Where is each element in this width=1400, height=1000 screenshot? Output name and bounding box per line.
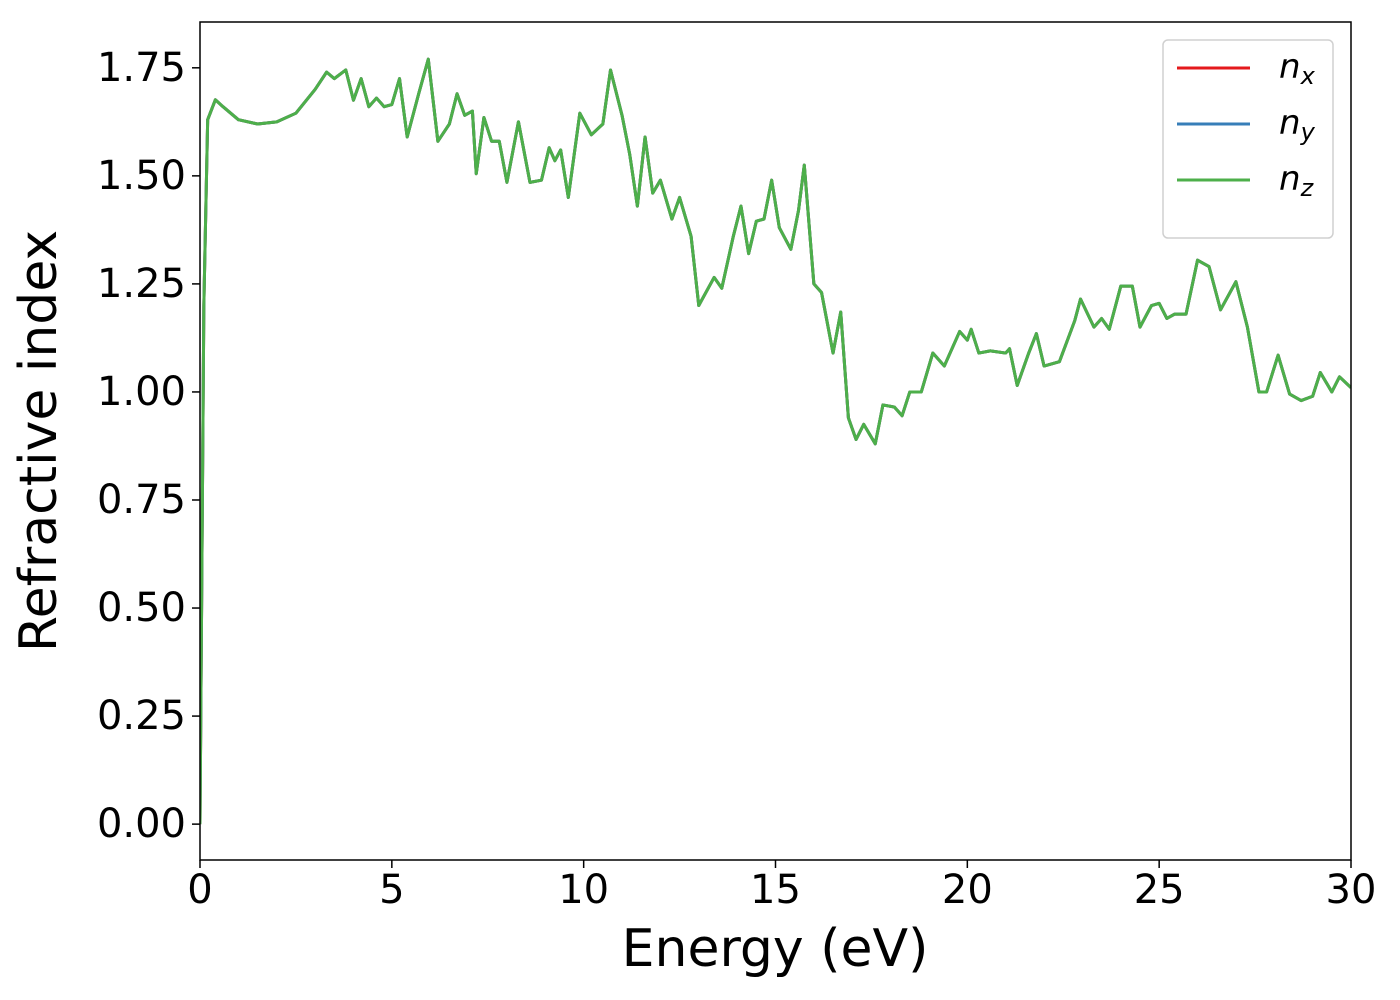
series-line xyxy=(200,57,1351,825)
legend-label: nz xyxy=(1279,159,1315,203)
x-tick-label: 30 xyxy=(1326,867,1377,913)
y-tick-label: 1.50 xyxy=(97,153,186,199)
x-tick-label: 10 xyxy=(558,867,609,913)
legend-label-sub: z xyxy=(1300,174,1315,202)
legend-label-sub: x xyxy=(1300,62,1316,90)
y-tick-label: 0.75 xyxy=(97,477,186,523)
legend-box xyxy=(1162,39,1334,239)
legend-label: ny xyxy=(1279,103,1316,147)
x-tick-label: 0 xyxy=(187,867,212,913)
y-tick-label: 0.50 xyxy=(97,585,186,631)
y-tick-label: 1.75 xyxy=(97,45,186,91)
legend-label-main: n xyxy=(1279,47,1301,87)
y-tick-label: 0.00 xyxy=(97,801,186,847)
legend-label-main: n xyxy=(1279,159,1301,199)
y-tick-label: 0.25 xyxy=(97,693,186,739)
x-tick-label: 20 xyxy=(942,867,993,913)
x-tick-label: 25 xyxy=(1134,867,1185,913)
plot-area xyxy=(200,57,1351,825)
x-axis-label: Energy (eV) xyxy=(622,919,929,979)
y-axis-label: Refractive index xyxy=(9,230,69,652)
legend-label: nx xyxy=(1279,47,1316,91)
x-tick-label: 5 xyxy=(379,867,404,913)
legend-label-sub: y xyxy=(1300,118,1316,146)
x-tick-label: 15 xyxy=(750,867,801,913)
plot-frame xyxy=(199,21,1352,861)
legend-label-main: n xyxy=(1279,103,1301,143)
y-tick-label: 1.00 xyxy=(97,369,186,415)
y-tick-label: 1.25 xyxy=(97,261,186,307)
